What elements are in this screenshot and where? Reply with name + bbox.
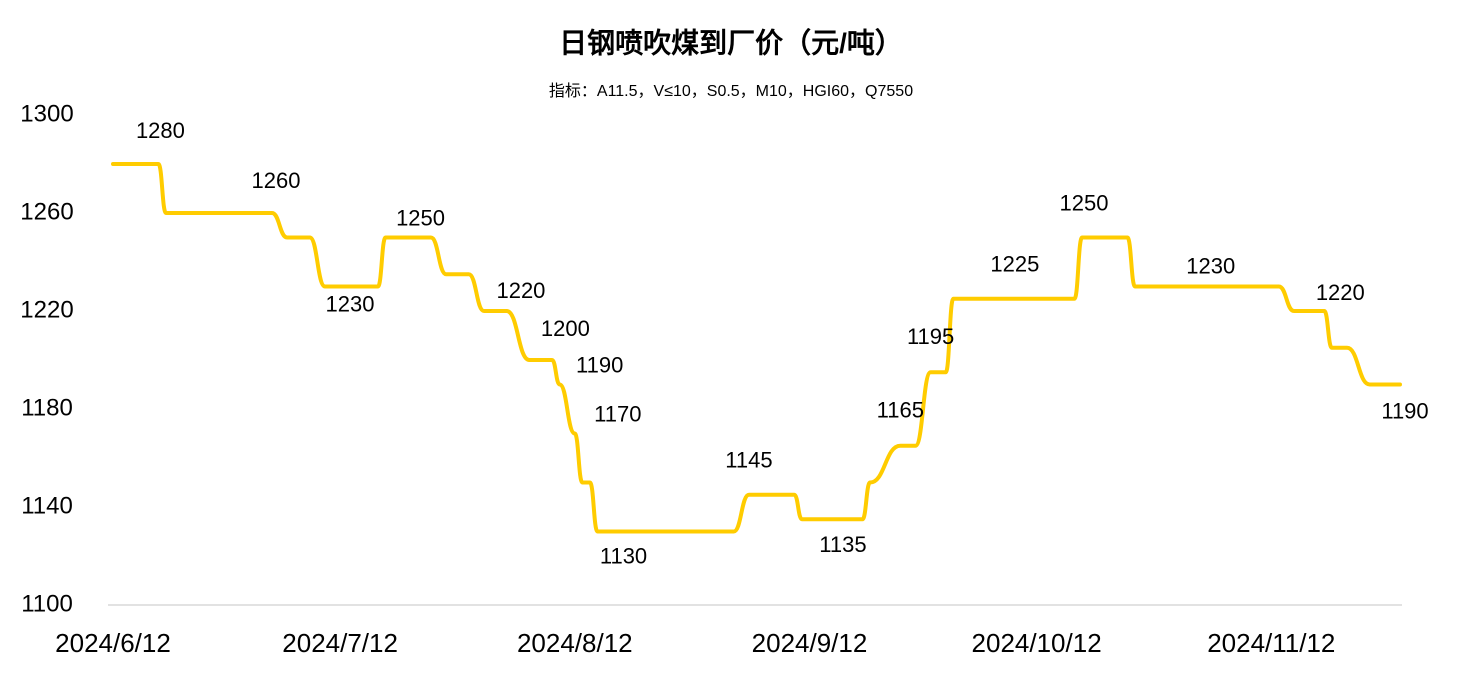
data-label: 1200 bbox=[541, 316, 590, 341]
x-tick-label: 2024/11/12 bbox=[1207, 628, 1335, 658]
data-label: 1250 bbox=[396, 205, 445, 230]
y-tick-label: 1220 bbox=[20, 296, 73, 323]
data-label: 1280 bbox=[136, 118, 185, 143]
y-tick-label: 1180 bbox=[21, 394, 73, 421]
data-label: 1230 bbox=[1186, 253, 1235, 278]
y-tick-label: 1140 bbox=[21, 492, 73, 519]
y-tick-label: 1260 bbox=[20, 198, 73, 225]
x-tick-label: 2024/8/12 bbox=[517, 628, 633, 658]
price-line bbox=[111, 162, 1402, 534]
x-tick-label: 2024/10/12 bbox=[972, 628, 1102, 658]
x-tick-label: 2024/7/12 bbox=[282, 628, 398, 658]
data-label: 1260 bbox=[252, 168, 301, 193]
data-label: 1170 bbox=[594, 401, 641, 426]
data-label: 1145 bbox=[725, 448, 772, 473]
data-label: 1190 bbox=[1381, 398, 1428, 423]
data-label: 1250 bbox=[1060, 190, 1109, 215]
data-label: 1230 bbox=[325, 291, 374, 316]
y-tick-label: 1100 bbox=[21, 590, 73, 617]
data-label: 1165 bbox=[877, 398, 924, 423]
data-label: 1225 bbox=[990, 252, 1039, 277]
data-label: 1195 bbox=[907, 324, 954, 349]
data-label: 1135 bbox=[819, 532, 866, 557]
data-label: 1190 bbox=[576, 352, 623, 377]
y-tick-label: 1300 bbox=[20, 100, 73, 127]
x-tick-label: 2024/6/12 bbox=[55, 628, 171, 658]
data-label: 1220 bbox=[496, 278, 545, 303]
data-label: 1130 bbox=[600, 543, 647, 568]
chart-title: 日钢喷吹煤到厂价（元/吨） bbox=[559, 26, 903, 58]
chart-subtitle: 指标：A11.5，V≤10，S0.5，M10，HGI60，Q7550 bbox=[549, 82, 913, 100]
data-label: 1220 bbox=[1316, 280, 1365, 305]
x-tick-label: 2024/9/12 bbox=[752, 628, 868, 658]
